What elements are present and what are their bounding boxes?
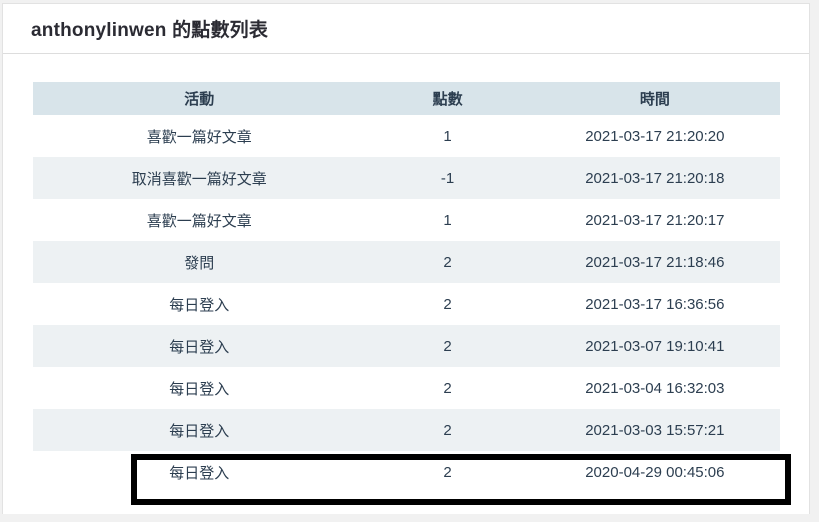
- points-cell: 2: [443, 253, 452, 271]
- activity-cell: 發問: [184, 254, 215, 272]
- activity-cell: 每日登入: [169, 464, 230, 482]
- table-row: 取消喜歡一篇好文章 -1 2021-03-17 21:20:18: [33, 157, 780, 199]
- page-title: anthonylinwen 的點數列表: [31, 20, 269, 41]
- column-header-time: 時間: [639, 91, 670, 108]
- table-row: 每日登入 2 2020-04-29 00:45:06: [33, 451, 780, 493]
- points-cell: 2: [443, 379, 452, 397]
- points-cell: 2: [443, 337, 452, 355]
- time-cell: 2021-03-03 15:57:21: [585, 421, 725, 439]
- time-cell: 2021-03-04 16:32:03: [585, 379, 725, 397]
- content-panel: anthonylinwen 的點數列表 活動 點數 時間 喜歡一篇好文章 1 2…: [2, 3, 810, 514]
- points-cell: 2: [443, 421, 452, 439]
- activity-cell: 喜歡一篇好文章: [146, 128, 252, 146]
- points-cell: -1: [440, 169, 455, 187]
- table-row: 每日登入 2 2021-03-03 15:57:21: [33, 409, 780, 451]
- column-header-activity: 活動: [184, 91, 215, 108]
- points-cell: 2: [443, 295, 452, 313]
- points-table: 活動 點數 時間 喜歡一篇好文章 1 2021-03-17 21:20:20 取…: [33, 82, 780, 493]
- column-header-points: 點數: [432, 91, 463, 108]
- time-cell: 2021-03-17 21:18:46: [585, 253, 725, 271]
- activity-cell: 每日登入: [169, 338, 230, 356]
- page-header: anthonylinwen 的點數列表: [3, 4, 809, 54]
- time-cell: 2021-03-17 16:36:56: [585, 295, 725, 313]
- activity-cell: 喜歡一篇好文章: [146, 212, 252, 230]
- table-body: 喜歡一篇好文章 1 2021-03-17 21:20:20 取消喜歡一篇好文章 …: [33, 115, 780, 493]
- time-cell: 2020-04-29 00:45:06: [585, 463, 725, 481]
- time-cell: 2021-03-17 21:20:20: [585, 127, 725, 145]
- activity-cell: 取消喜歡一篇好文章: [131, 170, 267, 188]
- activity-cell: 每日登入: [169, 380, 230, 398]
- table-header-row: 活動 點數 時間: [33, 82, 780, 115]
- table-row: 喜歡一篇好文章 1 2021-03-17 21:20:17: [33, 199, 780, 241]
- table-row: 發問 2 2021-03-17 21:18:46: [33, 241, 780, 283]
- table-row: 喜歡一篇好文章 1 2021-03-17 21:20:20: [33, 115, 780, 157]
- time-cell: 2021-03-17 21:20:18: [585, 169, 725, 187]
- activity-cell: 每日登入: [169, 422, 230, 440]
- table-row: 每日登入 2 2021-03-04 16:32:03: [33, 367, 780, 409]
- time-cell: 2021-03-07 19:10:41: [585, 337, 725, 355]
- table-row: 每日登入 2 2021-03-17 16:36:56: [33, 283, 780, 325]
- time-cell: 2021-03-17 21:20:17: [585, 211, 725, 229]
- activity-cell: 每日登入: [169, 296, 230, 314]
- table-row: 每日登入 2 2021-03-07 19:10:41: [33, 325, 780, 367]
- points-cell: 1: [443, 127, 452, 145]
- points-cell: 2: [443, 463, 452, 481]
- points-cell: 1: [443, 211, 452, 229]
